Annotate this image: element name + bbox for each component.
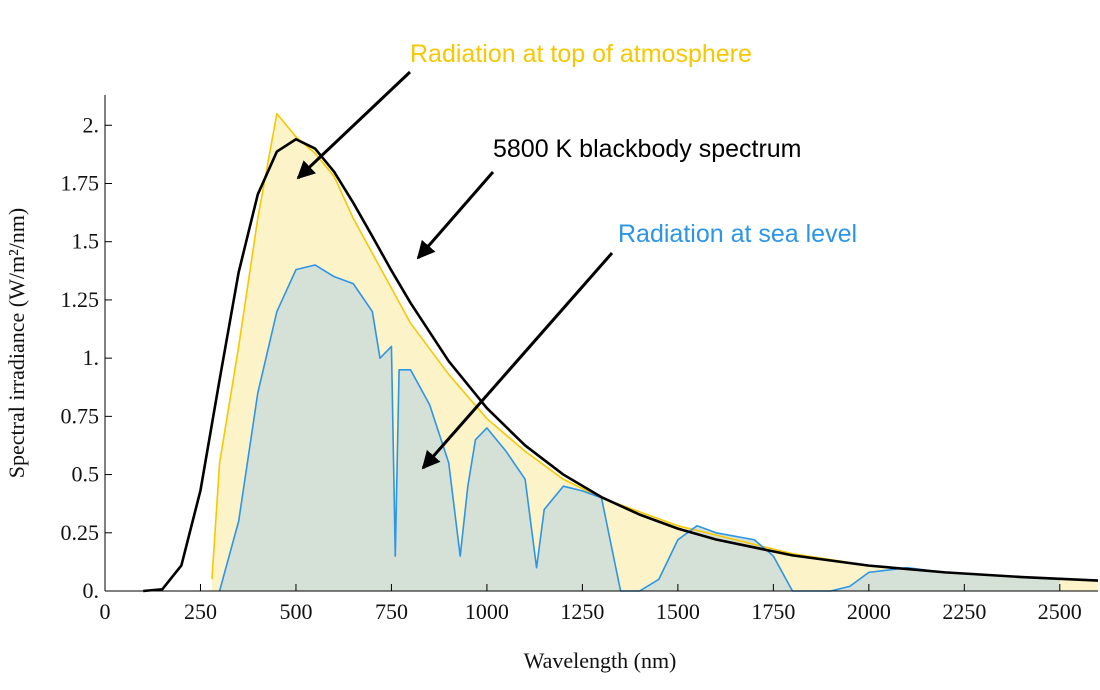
y-tick-label: 0.5 xyxy=(72,462,100,487)
y-tick-label: 0.75 xyxy=(61,403,100,428)
arrow xyxy=(296,70,412,180)
area xyxy=(219,264,1060,591)
y-tick-label: 1. xyxy=(83,345,100,370)
annotation: Radiation at top of atmosphere xyxy=(410,40,752,68)
x-tick-label: 1250 xyxy=(560,599,604,624)
y-tick-label: 1.75 xyxy=(61,170,100,195)
x-tick-label: 750 xyxy=(375,599,408,624)
x-tick-label: 2000 xyxy=(847,599,891,624)
y-tick-label: 0. xyxy=(83,578,100,603)
x-tick-label: 250 xyxy=(184,599,217,624)
y-tick-label: 1.5 xyxy=(72,229,100,254)
x-tick-label: 500 xyxy=(279,599,312,624)
x-tick-label: 1500 xyxy=(656,599,700,624)
x-tick-label: 2250 xyxy=(942,599,986,624)
y-tick-label: 0.25 xyxy=(61,520,100,545)
x-axis-label: Wavelength (nm) xyxy=(524,648,677,673)
arrow xyxy=(416,171,495,260)
x-tick-label: 0 xyxy=(100,599,111,624)
arrow xyxy=(421,252,614,470)
x-tick-label: 1000 xyxy=(465,599,509,624)
annotation: Radiation at sea level xyxy=(618,220,857,248)
y-axis-label: Spectral irradiance (W/m²/nm) xyxy=(4,208,29,478)
x-tick-label: 1750 xyxy=(751,599,795,624)
y-tick-label: 2. xyxy=(83,112,100,137)
line xyxy=(143,137,1099,593)
x-tick-label: 2500 xyxy=(1038,599,1082,624)
annotation: 5800 K blackbody spectrum xyxy=(493,135,802,163)
y-tick-label: 1.25 xyxy=(61,287,100,312)
line xyxy=(211,112,1099,582)
